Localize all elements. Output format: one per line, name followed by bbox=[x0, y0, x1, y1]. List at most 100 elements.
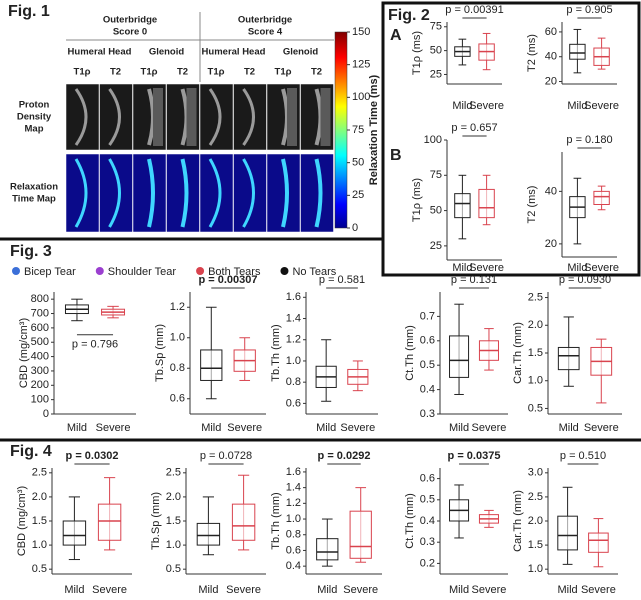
y-tick-label: 1.0 bbox=[286, 355, 301, 367]
y-tick-label: 2.0 bbox=[528, 319, 543, 331]
y-axis-label: Car.Th (mm) bbox=[512, 322, 524, 384]
y-axis-label: T1ρ (ms) bbox=[411, 31, 423, 75]
x-tick-label: Severe bbox=[581, 584, 616, 596]
p-value: p = 0.657 bbox=[451, 122, 497, 134]
box bbox=[98, 504, 120, 540]
bone bbox=[321, 88, 331, 146]
row-label: Relaxation bbox=[10, 182, 58, 193]
y-tick-label: 2.0 bbox=[166, 491, 181, 503]
group-label: Outerbridge bbox=[103, 15, 157, 26]
box bbox=[558, 347, 579, 369]
mri-image bbox=[100, 154, 133, 232]
y-tick-label: 1.0 bbox=[166, 539, 181, 551]
bone bbox=[287, 88, 297, 146]
p-value: p = 0.180 bbox=[566, 134, 612, 146]
x-tick-label: Severe bbox=[96, 422, 131, 434]
y-tick-label: 0.5 bbox=[528, 402, 543, 414]
y-tick-label: 20 bbox=[545, 75, 557, 87]
x-tick-label: Mild bbox=[201, 422, 221, 434]
p-value: p = 0.905 bbox=[566, 4, 612, 16]
y-tick-label: 0.6 bbox=[420, 335, 435, 347]
y-axis-label: CBD (mg/cm³) bbox=[16, 486, 28, 556]
y-tick-label: 0.8 bbox=[286, 376, 301, 388]
y-tick-label: 0.8 bbox=[286, 529, 301, 541]
legend-label: Both Tears bbox=[208, 266, 261, 278]
tick-label: 0 bbox=[352, 222, 358, 234]
box bbox=[479, 189, 494, 217]
sequence-label: T1ρ bbox=[74, 67, 91, 78]
box bbox=[201, 350, 222, 381]
y-tick-label: 0.4 bbox=[420, 384, 435, 396]
y-tick-label: 1.5 bbox=[528, 539, 543, 551]
x-tick-label: Severe bbox=[227, 422, 262, 434]
y-axis-label: Tb.Th (mm) bbox=[270, 492, 282, 549]
y-tick-label: 25 bbox=[430, 240, 442, 252]
y-tick-label: 50 bbox=[430, 204, 442, 216]
y-tick-label: 2.5 bbox=[528, 291, 543, 303]
sequence-label: T1ρ bbox=[141, 67, 158, 78]
y-tick-label: 400 bbox=[31, 350, 49, 362]
mri-image bbox=[200, 154, 233, 232]
row-label: Time Map bbox=[12, 194, 56, 205]
legend-label: Bicep Tear bbox=[24, 266, 76, 278]
box bbox=[594, 191, 609, 204]
x-tick-label: Severe bbox=[343, 584, 378, 596]
y-tick-label: 0.7 bbox=[420, 310, 435, 322]
panel-label: B bbox=[390, 147, 402, 164]
group-label: Score 4 bbox=[248, 27, 283, 38]
group-label: Outerbridge bbox=[238, 15, 292, 26]
mri-image bbox=[234, 154, 267, 232]
p-value: p = 0.0292 bbox=[318, 450, 371, 462]
x-tick-label: Mild bbox=[559, 422, 579, 434]
x-tick-label: Mild bbox=[316, 422, 336, 434]
p-value: p = 0.00391 bbox=[445, 4, 503, 16]
region-label: Glenoid bbox=[149, 47, 185, 58]
tick-label: 50 bbox=[352, 157, 364, 169]
box bbox=[63, 521, 85, 545]
y-tick-label: 2.5 bbox=[32, 467, 47, 479]
y-tick-label: 0.5 bbox=[166, 563, 181, 575]
y-tick-label: 100 bbox=[31, 394, 49, 406]
panel-label: A bbox=[390, 27, 402, 44]
y-tick-label: 1.0 bbox=[32, 539, 47, 551]
box bbox=[350, 511, 371, 558]
tick-label: 150 bbox=[352, 26, 370, 38]
y-tick-label: 25 bbox=[430, 68, 442, 80]
legend-marker bbox=[12, 267, 20, 275]
y-tick-label: 0 bbox=[43, 408, 49, 420]
y-axis-label: T1ρ (ms) bbox=[411, 178, 423, 222]
sequence-label: T2 bbox=[177, 67, 188, 78]
x-tick-label: Severe bbox=[340, 422, 375, 434]
fig-title: Fig. 2 bbox=[388, 7, 430, 24]
tick-label: 25 bbox=[352, 189, 364, 201]
legend-marker bbox=[96, 267, 104, 275]
p-value: p = 0.0728 bbox=[200, 450, 252, 462]
row-label: Map bbox=[25, 124, 44, 135]
y-tick-label: 40 bbox=[545, 185, 557, 197]
x-tick-label: Mild bbox=[449, 422, 469, 434]
row-label: Density bbox=[17, 112, 52, 123]
legend-label: Shoulder Tear bbox=[108, 266, 177, 278]
y-tick-label: 100 bbox=[424, 134, 442, 146]
box bbox=[455, 194, 470, 218]
y-tick-label: 1.2 bbox=[286, 497, 301, 509]
box bbox=[558, 516, 578, 550]
x-tick-label: Severe bbox=[469, 100, 504, 112]
p-value: p = 0.510 bbox=[560, 450, 606, 462]
y-tick-label: 1.6 bbox=[286, 466, 301, 478]
y-tick-label: 1.5 bbox=[166, 515, 181, 527]
y-tick-label: 3.0 bbox=[528, 467, 543, 479]
x-tick-label: Mild bbox=[67, 422, 87, 434]
y-tick-label: 1.4 bbox=[286, 482, 301, 494]
y-tick-label: 200 bbox=[31, 379, 49, 391]
y-tick-label: 500 bbox=[31, 336, 49, 348]
y-tick-label: 600 bbox=[31, 322, 49, 334]
y-axis-label: T2 (ms) bbox=[526, 186, 538, 224]
y-tick-label: 1.5 bbox=[528, 347, 543, 359]
y-tick-label: 2.0 bbox=[32, 491, 47, 503]
box bbox=[450, 336, 469, 377]
mri-image bbox=[200, 84, 233, 150]
y-tick-label: 1.0 bbox=[286, 513, 301, 525]
y-tick-label: 40 bbox=[545, 51, 557, 63]
mri-image bbox=[66, 154, 99, 232]
